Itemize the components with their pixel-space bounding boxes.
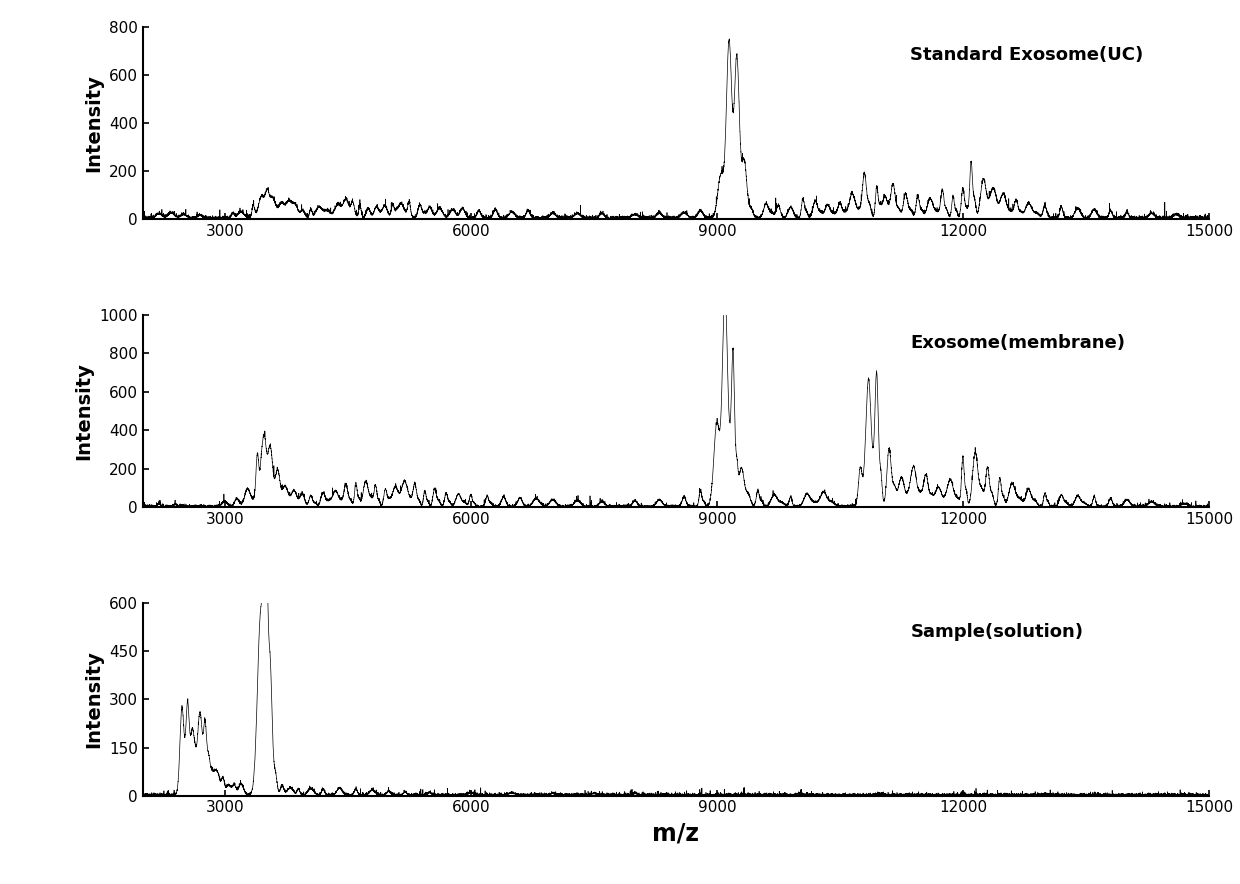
Y-axis label: Intensity: Intensity	[74, 362, 94, 460]
Text: Exosome(membrane): Exosome(membrane)	[910, 334, 1126, 352]
Text: Sample(solution): Sample(solution)	[910, 622, 1084, 641]
Text: Standard Exosome(UC): Standard Exosome(UC)	[910, 46, 1143, 64]
Y-axis label: Intensity: Intensity	[84, 651, 103, 749]
X-axis label: m/z: m/z	[652, 821, 699, 845]
Y-axis label: Intensity: Intensity	[84, 73, 103, 171]
